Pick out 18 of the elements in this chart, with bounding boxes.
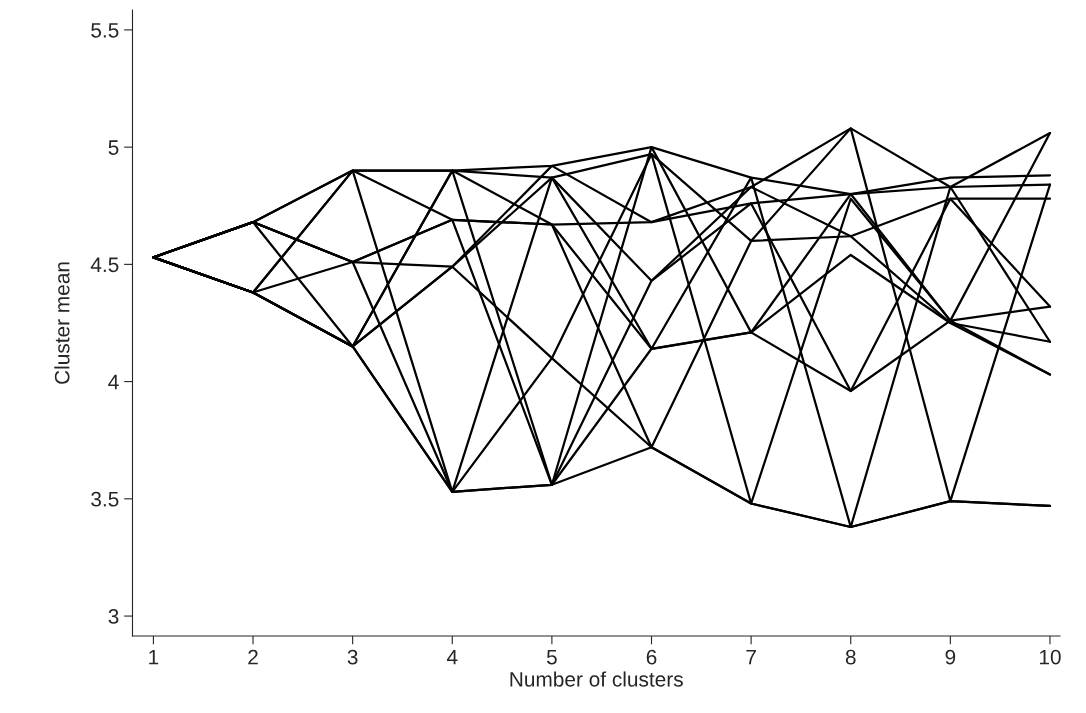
y-tick-label: 3	[108, 609, 119, 624]
x-tick-label: 2	[248, 649, 258, 665]
x-tick-label: 4	[446, 649, 458, 665]
x-tick-label: 1	[149, 649, 159, 665]
y-tick-label: 3.5	[91, 491, 119, 507]
x-axis-title: Number of clusters	[510, 671, 683, 687]
y-tick-label: 4.5	[90, 257, 119, 273]
y-tick-label: 4	[108, 374, 119, 390]
x-tick-label: 6	[646, 649, 657, 665]
y-axis-title: Cluster mean	[54, 262, 70, 384]
y-tick-label: 5	[108, 140, 119, 155]
x-tick-label: 10	[1039, 649, 1061, 665]
x-tick-label: 3	[347, 649, 358, 665]
x-tick-label: 9	[945, 649, 956, 665]
x-tick-label: 7	[746, 649, 756, 665]
x-tick-label: 8	[845, 649, 856, 665]
x-tick-label: 5	[546, 649, 557, 665]
y-tick-label: 5.5	[91, 23, 119, 38]
